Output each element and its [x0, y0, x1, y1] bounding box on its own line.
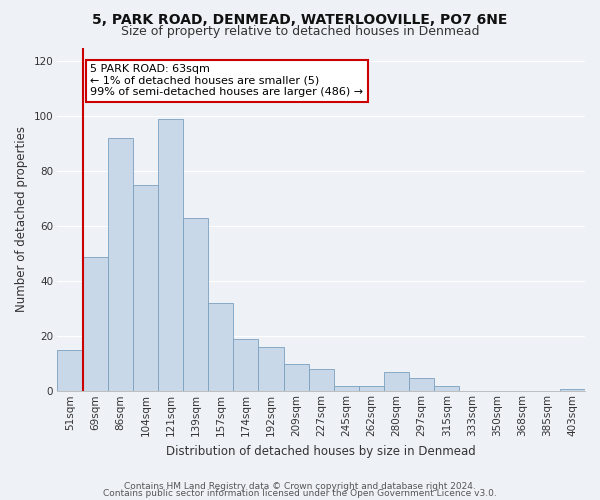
Bar: [259, 348, 284, 392]
Bar: [83, 256, 108, 392]
Bar: [359, 386, 384, 392]
Y-axis label: Number of detached properties: Number of detached properties: [15, 126, 28, 312]
Text: 5 PARK ROAD: 63sqm
← 1% of detached houses are smaller (5)
99% of semi-detached : 5 PARK ROAD: 63sqm ← 1% of detached hous…: [90, 64, 363, 97]
Bar: [409, 378, 434, 392]
Bar: [284, 364, 308, 392]
Bar: [560, 388, 585, 392]
Bar: [233, 339, 259, 392]
Bar: [334, 386, 359, 392]
Bar: [308, 370, 334, 392]
Bar: [208, 304, 233, 392]
Text: Contains public sector information licensed under the Open Government Licence v3: Contains public sector information licen…: [103, 489, 497, 498]
Bar: [158, 119, 183, 392]
Bar: [133, 185, 158, 392]
Bar: [434, 386, 460, 392]
X-axis label: Distribution of detached houses by size in Denmead: Distribution of detached houses by size …: [166, 444, 476, 458]
Text: 5, PARK ROAD, DENMEAD, WATERLOOVILLE, PO7 6NE: 5, PARK ROAD, DENMEAD, WATERLOOVILLE, PO…: [92, 12, 508, 26]
Bar: [108, 138, 133, 392]
Text: Size of property relative to detached houses in Denmead: Size of property relative to detached ho…: [121, 25, 479, 38]
Bar: [183, 218, 208, 392]
Bar: [384, 372, 409, 392]
Text: Contains HM Land Registry data © Crown copyright and database right 2024.: Contains HM Land Registry data © Crown c…: [124, 482, 476, 491]
Bar: [58, 350, 83, 392]
